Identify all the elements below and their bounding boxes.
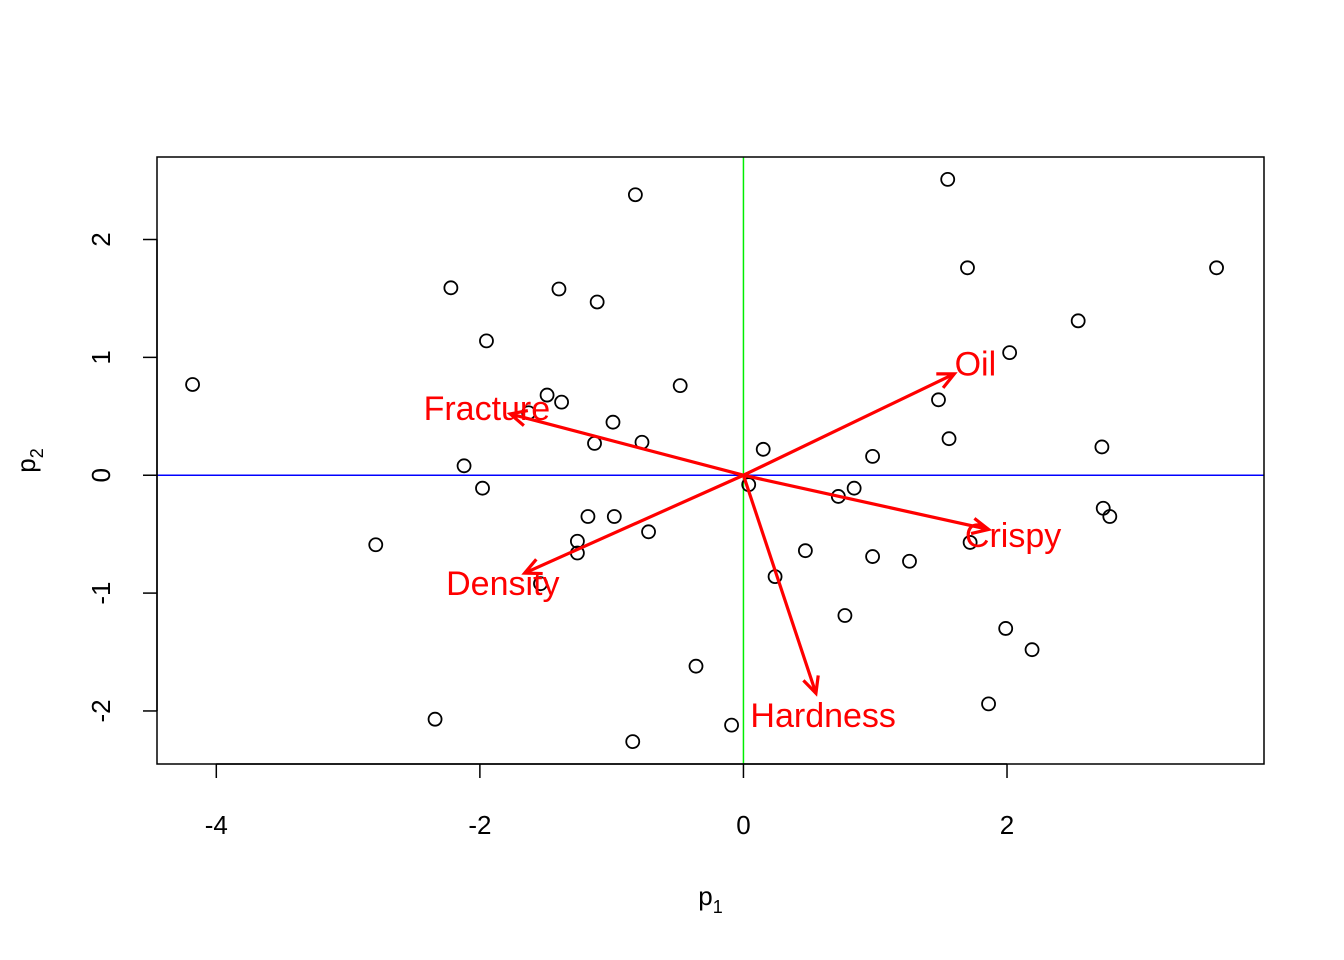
y-axis-label: p2 bbox=[11, 448, 47, 472]
vector-oil: Oil bbox=[742, 346, 997, 477]
observation-points bbox=[185, 171, 1224, 750]
vector-arrowhead bbox=[936, 372, 958, 389]
data-point bbox=[865, 549, 880, 564]
data-point bbox=[941, 431, 957, 447]
vector-fracture: Fracture bbox=[424, 390, 744, 477]
vector-label: Oil bbox=[955, 346, 997, 384]
data-point bbox=[1070, 313, 1086, 329]
vector-arrowhead bbox=[506, 408, 529, 427]
vector-label: Crispy bbox=[965, 517, 1061, 555]
data-point bbox=[962, 535, 978, 550]
data-point bbox=[1209, 260, 1224, 276]
data-point bbox=[931, 392, 946, 408]
data-point bbox=[1002, 345, 1018, 361]
data-point bbox=[605, 414, 621, 430]
data-point bbox=[837, 608, 853, 623]
data-point bbox=[960, 260, 975, 276]
vector-line bbox=[742, 372, 955, 477]
data-point bbox=[940, 171, 956, 187]
vector-arrowhead bbox=[521, 558, 543, 576]
data-point bbox=[672, 378, 688, 394]
data-point bbox=[479, 333, 494, 349]
y-axis-label-base: p bbox=[11, 458, 41, 472]
data-point bbox=[797, 543, 813, 559]
data-point bbox=[427, 711, 443, 727]
vector-label: Fracture bbox=[424, 390, 551, 428]
x-axis: -4 -2 0 2 bbox=[205, 763, 1014, 840]
data-point bbox=[456, 458, 472, 474]
data-point bbox=[688, 658, 704, 674]
vector-line bbox=[524, 473, 745, 575]
data-point bbox=[627, 187, 643, 203]
x-axis-label: p1 bbox=[698, 881, 722, 917]
vector-label: Hardness bbox=[750, 697, 896, 735]
vector-arrowhead bbox=[970, 517, 993, 536]
y-tick-label: 0 bbox=[86, 468, 116, 482]
vector-line bbox=[743, 473, 989, 532]
data-point bbox=[641, 524, 656, 540]
vector-density: Density bbox=[446, 473, 745, 603]
data-point bbox=[475, 480, 490, 496]
vector-crispy: Crispy bbox=[743, 473, 1061, 555]
x-tick-label: 2 bbox=[1000, 810, 1014, 840]
data-point bbox=[846, 480, 862, 496]
data-point bbox=[902, 553, 917, 569]
x-axis-label-base: p bbox=[698, 881, 712, 911]
data-point bbox=[625, 734, 641, 750]
y-tick-label: 1 bbox=[86, 350, 116, 364]
x-tick-label: 0 bbox=[736, 810, 750, 840]
data-point bbox=[1094, 439, 1110, 455]
y-axis-label-subscript: 2 bbox=[27, 448, 47, 458]
vector-line bbox=[509, 412, 744, 477]
data-point bbox=[1024, 642, 1040, 658]
loading-vectors: Oil Fracture Crispy Density Hardness bbox=[424, 346, 1062, 735]
data-point bbox=[554, 394, 569, 410]
data-point bbox=[551, 281, 567, 297]
data-point bbox=[606, 509, 622, 524]
data-point bbox=[368, 537, 384, 553]
data-point bbox=[1102, 509, 1118, 524]
data-point bbox=[981, 696, 996, 712]
data-point bbox=[865, 448, 880, 464]
data-point bbox=[443, 280, 459, 296]
reference-lines bbox=[157, 157, 1264, 764]
vector-hardness: Hardness bbox=[741, 474, 896, 735]
x-tick-label: -2 bbox=[468, 810, 491, 840]
data-point bbox=[589, 294, 605, 310]
y-axis: -2 -1 0 1 2 bbox=[86, 232, 158, 723]
vector-label: Density bbox=[446, 565, 559, 603]
x-tick-label: -4 bbox=[205, 810, 228, 840]
data-point bbox=[533, 576, 548, 592]
vector-arrowhead bbox=[802, 675, 820, 697]
y-tick-label: -1 bbox=[86, 582, 116, 605]
plot-frame bbox=[156, 156, 1265, 765]
data-point bbox=[998, 621, 1014, 636]
x-axis-label-subscript: 1 bbox=[713, 897, 723, 917]
y-tick-label: -2 bbox=[86, 699, 116, 722]
data-point bbox=[1095, 500, 1111, 516]
data-point bbox=[580, 509, 596, 524]
data-point bbox=[755, 441, 771, 457]
y-tick-label: 2 bbox=[86, 232, 116, 246]
vector-line bbox=[741, 474, 818, 694]
data-point bbox=[185, 377, 200, 392]
data-point bbox=[724, 717, 739, 733]
data-point bbox=[539, 387, 555, 403]
